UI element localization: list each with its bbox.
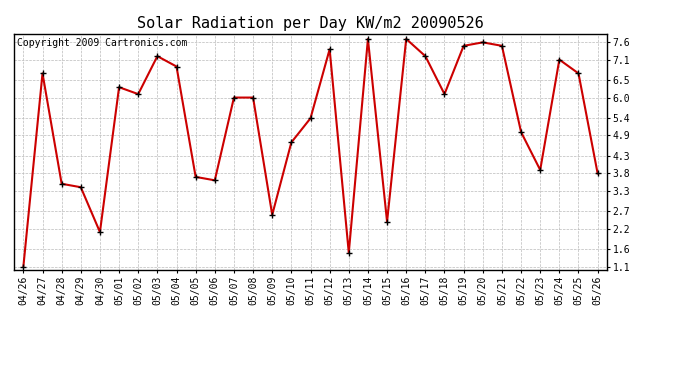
Title: Solar Radiation per Day KW/m2 20090526: Solar Radiation per Day KW/m2 20090526	[137, 16, 484, 31]
Text: Copyright 2009 Cartronics.com: Copyright 2009 Cartronics.com	[17, 39, 187, 48]
